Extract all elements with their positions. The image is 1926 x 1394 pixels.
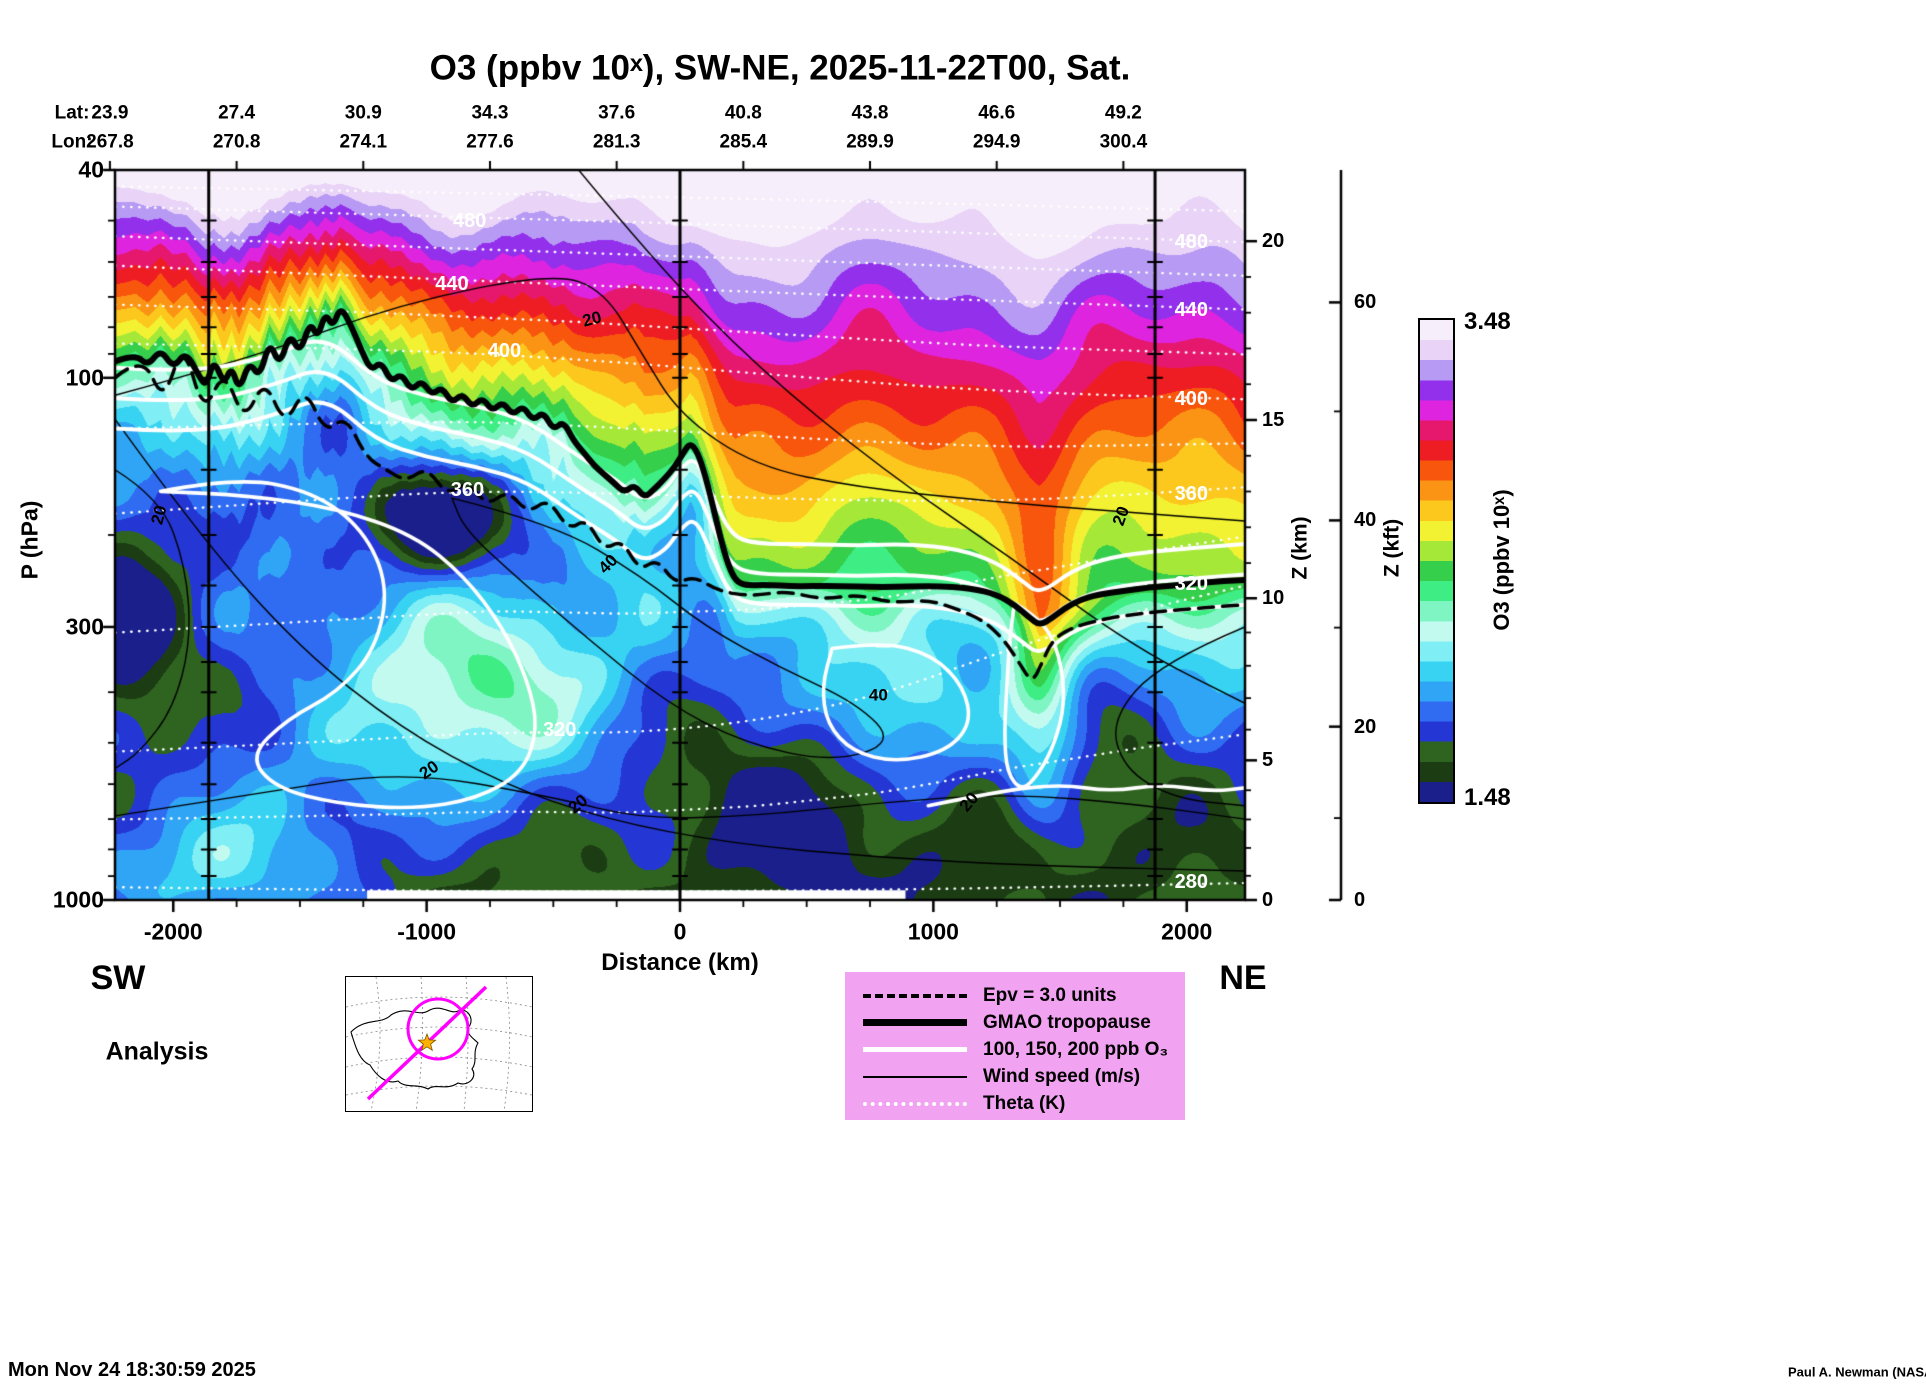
legend-line-sample-thick-black: [863, 1019, 967, 1026]
zkft-axis-title: Z (kft): [1380, 518, 1404, 578]
pressure-tick-label: 100: [65, 364, 104, 391]
lat-value: 49.2: [1104, 102, 1142, 124]
zkm-tick-label: 15: [1262, 408, 1285, 431]
legend-line-sample-thin-black: [863, 1075, 967, 1078]
zkft-tick-label: 60: [1354, 291, 1377, 314]
zkm-axis-title: Z (km): [1288, 516, 1312, 580]
lon-value: 300.4: [1099, 131, 1148, 153]
lon-value: 270.8: [212, 131, 261, 153]
map-land-outline: [350, 1007, 479, 1090]
legend-line-sample-dotted-white: [863, 1101, 967, 1106]
credit: Paul A. Newman (NASA: [1788, 1364, 1926, 1380]
distance-tick-label: 1000: [907, 918, 959, 945]
lat-value: 30.9: [344, 102, 382, 124]
plot-legend: Epv = 3.0 units GMAO tropopause 100, 150, …: [845, 972, 1185, 1120]
zkft-tick-label: 20: [1354, 715, 1377, 738]
legend-line-sample-thick-white: [863, 1047, 967, 1052]
timestamp: Mon Nov 24 18:30:59 2025: [8, 1359, 256, 1381]
lon-value: 285.4: [719, 131, 768, 153]
lon-value: 289.9: [846, 131, 894, 153]
legend-item: 100, 150, 200 ppb O₃: [863, 1036, 1185, 1063]
theta-contour-label: 400: [1174, 388, 1208, 411]
lon-value: 274.1: [339, 131, 388, 153]
distance-tick-label: 0: [673, 918, 687, 945]
pressure-tick-label: 300: [65, 613, 104, 640]
map-range-circle: [406, 997, 470, 1061]
colorbar: [1418, 318, 1455, 804]
lat-row-label: Lat:: [54, 102, 90, 124]
distance-tick-label: -2000: [143, 918, 203, 945]
lon-value: 281.3: [592, 131, 641, 153]
lon-value: 294.9: [972, 131, 1021, 153]
colorbar-title: O3 (ppbv 10ˣ): [1489, 489, 1514, 631]
legend-item: GMAO tropopause: [863, 1009, 1185, 1036]
wind-contour-label: 20: [580, 306, 604, 331]
legend-item: Theta (K): [863, 1090, 1185, 1117]
zkm-tick-label: 5: [1262, 749, 1274, 772]
lat-value: 27.4: [218, 102, 256, 124]
lat-value: 23.9: [91, 102, 129, 124]
colorbar-max-label: 3.48: [1464, 308, 1511, 335]
lat-value: 34.3: [471, 102, 509, 124]
legend-item-label: Theta (K): [983, 1092, 1066, 1114]
lat-value: 43.8: [851, 102, 889, 124]
wind-contour-label: 40: [868, 685, 888, 705]
pressure-tick-label: 1000: [52, 886, 104, 913]
theta-contour-label: 360: [450, 478, 485, 501]
legend-item: Epv = 3.0 units: [863, 982, 1185, 1009]
endpoint-sw-label: SW: [90, 959, 146, 997]
legend-item-label: GMAO tropopause: [983, 1011, 1151, 1033]
map-graticule: [346, 977, 532, 1111]
theta-contour-label: 440: [435, 272, 469, 295]
map-location-star: [417, 1032, 437, 1052]
legend-line-sample-dashed-black: [863, 993, 967, 998]
colorbar-min-label: 1.48: [1464, 784, 1511, 811]
lat-value: 37.6: [598, 102, 636, 124]
lon-value: 277.6: [466, 131, 514, 153]
legend-item-label: 100, 150, 200 ppb O₃: [983, 1038, 1169, 1060]
theta-contour-label: 280: [1174, 871, 1208, 894]
theta-contour-label: 480: [1174, 231, 1208, 254]
lat-value: 46.6: [978, 102, 1016, 124]
analysis-label: Analysis: [105, 1037, 209, 1066]
zkft-tick-label: 40: [1354, 509, 1377, 532]
theta-contour-label: 320: [1174, 572, 1208, 595]
legend-item-label: Wind speed (m/s): [983, 1065, 1141, 1087]
zkm-tick-label: 0: [1262, 889, 1274, 911]
endpoint-ne-label: NE: [1219, 959, 1267, 997]
distance-tick-label: 2000: [1161, 918, 1213, 945]
pressure-axis-title: P (hPa): [16, 500, 43, 580]
legend-item-label: Epv = 3.0 units: [983, 984, 1117, 1006]
theta-contour-label: 440: [1174, 298, 1208, 321]
page-title: O3 (ppbv 10ˣ), SW-NE, 2025-11-22T00, Sat…: [429, 48, 1131, 88]
wind-contour-label: 20: [146, 503, 171, 527]
legend-item: Wind speed (m/s): [863, 1063, 1185, 1090]
distance-tick-label: -1000: [397, 918, 457, 945]
zkm-tick-label: 10: [1262, 587, 1285, 610]
lon-value: 267.8: [86, 131, 134, 153]
distance-axis-title: Distance (km): [601, 949, 759, 976]
zkft-tick-label: 0: [1354, 889, 1366, 911]
theta-contour-label: 400: [487, 340, 522, 363]
theta-contour-label: 320: [542, 718, 577, 741]
lat-value: 40.8: [724, 102, 762, 124]
theta-contour-label: 360: [1174, 483, 1208, 506]
map-inset: [345, 976, 533, 1112]
pressure-tick-label: 40: [78, 156, 104, 183]
zkm-tick-label: 20: [1262, 230, 1285, 253]
theta-contour-label: 480: [453, 209, 487, 232]
lon-row-label: Lon:: [51, 131, 93, 153]
